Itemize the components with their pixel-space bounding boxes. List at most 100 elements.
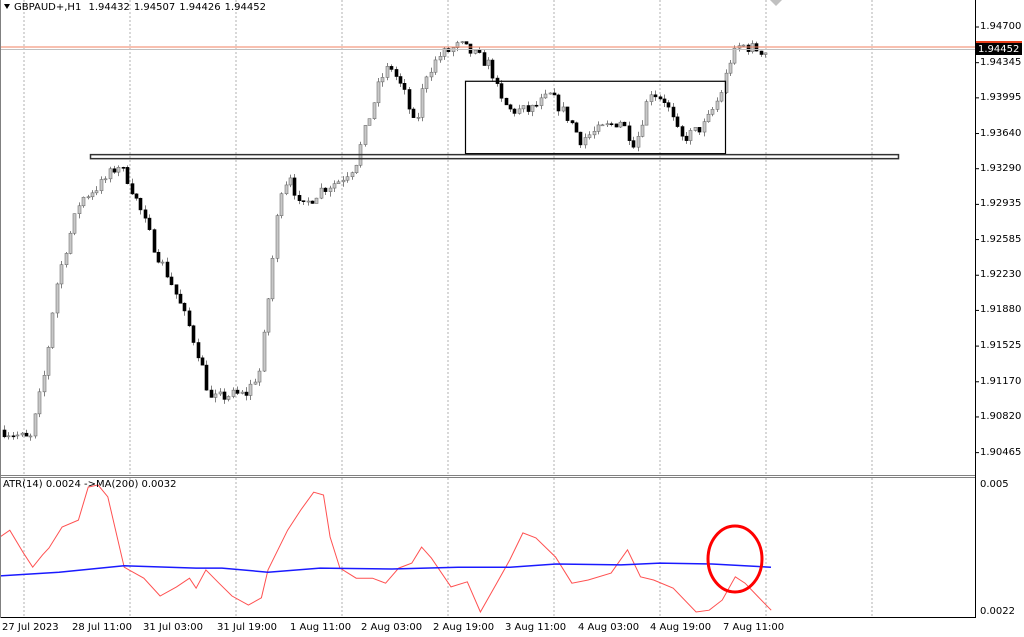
time-axis-label: 31 Jul 19:00 [217, 622, 277, 633]
time-axis-label: 2 Aug 03:00 [361, 622, 423, 633]
high-value: 1.94507 [133, 2, 176, 13]
bear-candle [310, 200, 315, 204]
bull-candle [266, 298, 271, 333]
bear-candle [222, 391, 227, 400]
bear-candle [187, 310, 192, 327]
bull-candle [99, 179, 104, 192]
bull-candle [345, 176, 350, 181]
bull-candle [341, 179, 346, 183]
bear-candle [504, 97, 509, 106]
bull-candle [424, 76, 429, 89]
bull-candle [433, 59, 438, 73]
candles [2, 40, 768, 441]
time-axis-label: 7 Aug 11:00 [723, 622, 785, 633]
bear-candle [138, 197, 143, 211]
bull-candle [262, 331, 267, 372]
bear-candle [24, 432, 29, 437]
bear-candle [671, 106, 676, 118]
price-axis-label: 1.91525 [980, 340, 1022, 352]
bull-candle [240, 391, 245, 394]
bull-candle [561, 106, 566, 112]
bull-candle [640, 124, 645, 137]
bear-candle [662, 98, 667, 103]
bull-candle [367, 118, 372, 126]
bear-candle [627, 125, 632, 141]
chart-objects [0, 0, 975, 160]
bear-candle [174, 284, 179, 295]
bear-candle [244, 391, 249, 396]
bear-candle [398, 76, 403, 84]
bull-candle [279, 193, 284, 216]
indicator-axis-top: 0.005 [980, 479, 1009, 490]
bull-candle [605, 123, 610, 126]
time-axis-label: 3 Aug 11:00 [505, 622, 567, 633]
bull-candle [77, 205, 82, 214]
bear-candle [165, 261, 170, 278]
time-axis-label: 2 Aug 19:00 [433, 622, 495, 633]
time-axis-label: 28 Jul 11:00 [72, 622, 132, 633]
open-value: 1.94432 [88, 2, 130, 13]
bull-candle [332, 183, 337, 189]
bear-candle [675, 116, 680, 127]
bear-candle [143, 209, 148, 219]
bull-candle [231, 389, 236, 397]
bear-candle [570, 120, 575, 124]
price-axis-label: 1.93290 [980, 162, 1022, 174]
bull-candle [688, 130, 693, 141]
ma-line [0, 562, 772, 577]
close-value: 1.94452 [224, 2, 266, 13]
bull-candle [460, 41, 465, 43]
bull-candle [596, 124, 601, 132]
bear-candle [125, 167, 130, 184]
bull-candle [350, 172, 355, 178]
bear-candle [468, 43, 473, 54]
bear-candle [512, 108, 517, 114]
bear-candle [112, 168, 117, 173]
bull-candle [719, 92, 724, 102]
indicator-label: ATR(14) 0.0024 ->MA(200) 0.0032 [3, 479, 177, 490]
bull-candle [50, 312, 55, 348]
bull-candle [72, 213, 77, 234]
bull-candle [6, 435, 11, 438]
bull-candle [521, 105, 526, 110]
price-axis-label: 1.91170 [980, 375, 1022, 387]
support-zone-rectangle [89, 153, 900, 160]
bull-candle [486, 59, 491, 66]
time-axis-label: 4 Aug 19:00 [650, 622, 712, 633]
dropdown-triangle-icon[interactable] [4, 4, 10, 9]
bear-candle [209, 389, 214, 398]
bear-candle [2, 429, 7, 438]
chart-frame [0, 0, 976, 618]
bear-candle [653, 94, 658, 98]
bear-candle [204, 364, 209, 391]
price-axis-label: 1.92935 [980, 198, 1022, 210]
time-axis-label: 1 Aug 11:00 [290, 622, 352, 633]
bull-candle [376, 81, 381, 104]
range-rectangle [464, 80, 727, 155]
price-axis-label: 1.94700 [980, 21, 1022, 32]
bull-candle [372, 102, 377, 119]
bear-candle [200, 357, 205, 366]
bull-candle [438, 56, 443, 61]
bull-candle [306, 200, 311, 203]
bull-candle [248, 383, 253, 396]
bull-candle [68, 232, 73, 254]
bull-candle [116, 167, 121, 173]
bear-candle [446, 48, 451, 53]
bull-candle [15, 434, 20, 437]
bear-candle [297, 195, 302, 201]
bull-candle [86, 196, 91, 199]
grid-lines [23, 0, 979, 617]
bull-candle [636, 136, 641, 148]
bear-candle [697, 127, 702, 133]
bull-candle [539, 97, 544, 106]
bear-candle [680, 126, 685, 137]
bull-candle [37, 391, 42, 415]
bear-candle [578, 131, 583, 146]
price-axis-label: 1.90465 [980, 446, 1022, 458]
atr-pane [0, 484, 772, 614]
bear-candle [490, 59, 495, 79]
price-axis-label: 1.93640 [980, 127, 1022, 139]
bull-candle [706, 113, 711, 122]
